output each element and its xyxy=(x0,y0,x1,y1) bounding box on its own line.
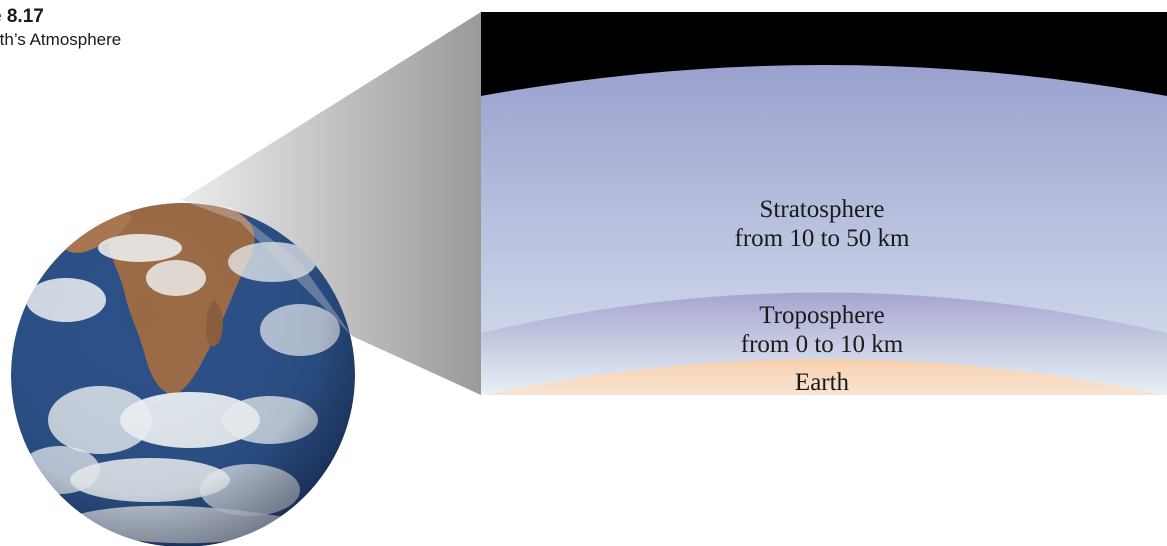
atmosphere-panel xyxy=(481,12,1167,395)
troposphere-range: from 0 to 10 km xyxy=(741,331,904,358)
zoom-cone xyxy=(181,12,481,395)
earth-label: Earth xyxy=(795,369,850,396)
earth-globe-icon xyxy=(11,203,355,546)
earth-surface-layer xyxy=(485,359,1163,395)
stratosphere-label: Stratosphere xyxy=(760,196,885,223)
stratosphere-range: from 10 to 50 km xyxy=(735,225,911,252)
troposphere-label: Troposphere xyxy=(759,302,884,329)
figure-caption: rth’s Atmosphere xyxy=(0,30,122,49)
figure-number: e 8.17 xyxy=(0,6,44,27)
